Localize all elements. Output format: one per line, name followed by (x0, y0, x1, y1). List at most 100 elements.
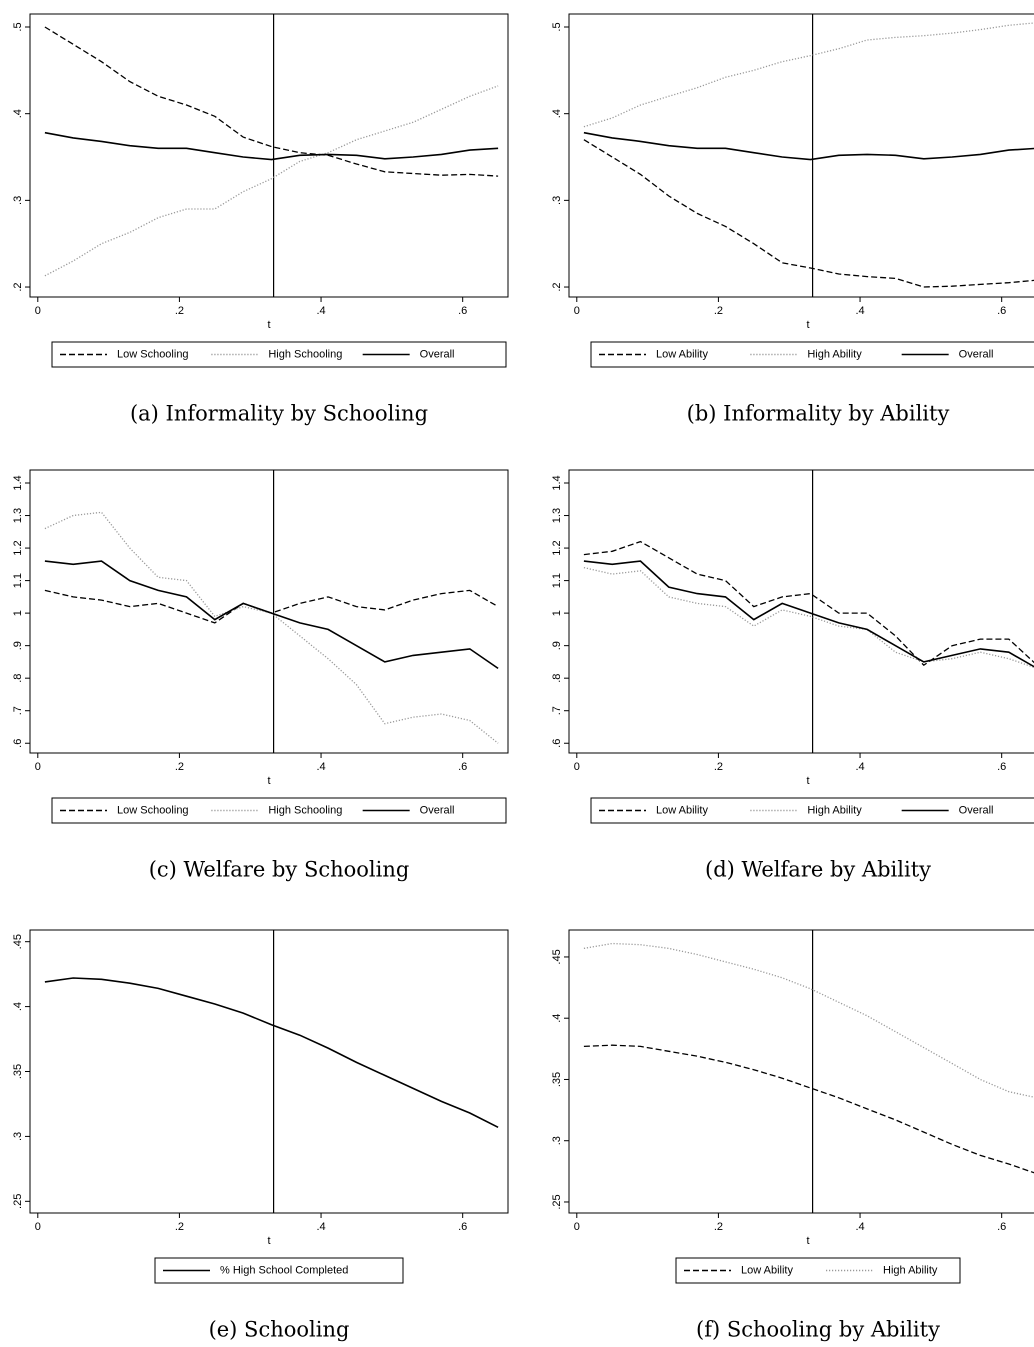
series-line (44, 85, 499, 277)
series-line (583, 131, 1034, 161)
x-axis-label: t (267, 1235, 270, 1247)
y-tick-label: .4 (551, 109, 563, 118)
x-tick-label: .2 (175, 1221, 184, 1233)
plot-frame (568, 929, 1034, 1214)
y-tick-label: 1.3 (551, 508, 563, 523)
legend-label: Low Ability (741, 1264, 793, 1276)
y-tick-label: .3 (551, 1136, 563, 1145)
legend-box (51, 797, 507, 824)
y-tick-label: .35 (12, 1064, 24, 1079)
y-tick-label: .2 (551, 282, 563, 291)
caption: (f) Schooling by Ability (696, 1318, 940, 1342)
y-tick-label: .6 (12, 739, 24, 748)
legend-label: High Ability (807, 804, 862, 816)
x-axis-label: t (267, 319, 270, 331)
y-tick-label: 1 (12, 610, 24, 616)
x-axis-label: t (267, 775, 270, 787)
x-axis-label: t (806, 775, 809, 787)
series-line (583, 560, 1034, 668)
legend-label: Overall (420, 348, 455, 360)
y-tick-label: 1.2 (551, 540, 563, 555)
x-tick-label: .4 (316, 1221, 325, 1233)
y-tick-label: .3 (12, 196, 24, 205)
plot-frame (29, 929, 509, 1214)
y-tick-label: .3 (12, 1132, 24, 1141)
x-tick-label: .4 (855, 305, 864, 317)
x-tick-label: .2 (714, 305, 723, 317)
y-tick-label: .5 (12, 22, 24, 31)
y-tick-label: .25 (12, 1194, 24, 1209)
series-line (44, 589, 499, 624)
y-tick-label: .5 (551, 22, 563, 31)
x-tick-label: 0 (35, 1221, 41, 1233)
legend-label: Low Ability (656, 348, 708, 360)
y-tick-label: .4 (12, 1002, 24, 1011)
x-tick-label: .6 (458, 1221, 467, 1233)
legend-label: Overall (959, 804, 994, 816)
plot-frame (29, 13, 509, 298)
y-tick-label: .45 (12, 934, 24, 949)
x-tick-label: .6 (458, 305, 467, 317)
legend-box (154, 1257, 404, 1284)
legend-label: High Schooling (268, 804, 342, 816)
x-tick-label: .2 (175, 305, 184, 317)
series-line (583, 139, 1034, 288)
x-tick-label: .6 (997, 1221, 1006, 1233)
plot-frame (568, 469, 1034, 754)
legend-label: Overall (420, 804, 455, 816)
x-tick-label: .6 (997, 761, 1006, 773)
series-line (583, 22, 1034, 128)
x-tick-label: 0 (35, 761, 41, 773)
y-tick-label: 1.1 (551, 573, 563, 588)
y-tick-label: .2 (12, 282, 24, 291)
caption: (a) Informality by Schooling (130, 402, 428, 426)
legend-label: Low Ability (656, 804, 708, 816)
y-tick-label: .35 (551, 1072, 563, 1087)
legend-label: Overall (959, 348, 994, 360)
y-tick-label: .4 (551, 1014, 563, 1023)
x-tick-label: .2 (714, 1221, 723, 1233)
y-tick-label: .9 (551, 641, 563, 650)
x-tick-label: .4 (855, 761, 864, 773)
y-tick-label: .8 (12, 674, 24, 683)
legend-box (590, 341, 1034, 368)
plot-frame (29, 469, 509, 754)
legend-box (675, 1257, 961, 1284)
y-tick-label: 1.2 (12, 540, 24, 555)
series-line (44, 560, 499, 670)
x-tick-label: .4 (316, 305, 325, 317)
legend-label: Low Schooling (117, 804, 189, 816)
caption: (b) Informality by Ability (687, 402, 950, 426)
series-line (583, 1044, 1034, 1174)
series-line (583, 566, 1034, 669)
y-tick-label: .6 (551, 739, 563, 748)
x-axis-label: t (806, 1235, 809, 1247)
y-tick-label: .45 (551, 949, 563, 964)
y-tick-label: 1.3 (12, 508, 24, 523)
caption: (c) Welfare by Schooling (149, 858, 410, 882)
y-tick-label: .3 (551, 196, 563, 205)
x-tick-label: 0 (35, 305, 41, 317)
legend-label: High Ability (807, 348, 862, 360)
caption: (d) Welfare by Ability (705, 858, 931, 882)
x-tick-label: .2 (714, 761, 723, 773)
series-line (583, 942, 1034, 1098)
legend-label: Low Schooling (117, 348, 189, 360)
x-tick-label: .6 (458, 761, 467, 773)
y-tick-label: .8 (551, 674, 563, 683)
y-tick-label: 1.4 (551, 475, 563, 490)
legend-label: High Ability (883, 1264, 938, 1276)
y-tick-label: 1.1 (12, 573, 24, 588)
y-tick-label: .7 (551, 706, 563, 715)
caption: (e) Schooling (209, 1318, 350, 1342)
x-tick-label: .4 (316, 761, 325, 773)
x-tick-label: 0 (574, 305, 580, 317)
series-line (44, 131, 499, 161)
y-tick-label: .7 (12, 706, 24, 715)
legend-label: High Schooling (268, 348, 342, 360)
x-tick-label: .4 (855, 1221, 864, 1233)
y-tick-label: .4 (12, 109, 24, 118)
x-tick-label: 0 (574, 761, 580, 773)
x-tick-label: .6 (997, 305, 1006, 317)
plot-frame (568, 13, 1034, 298)
